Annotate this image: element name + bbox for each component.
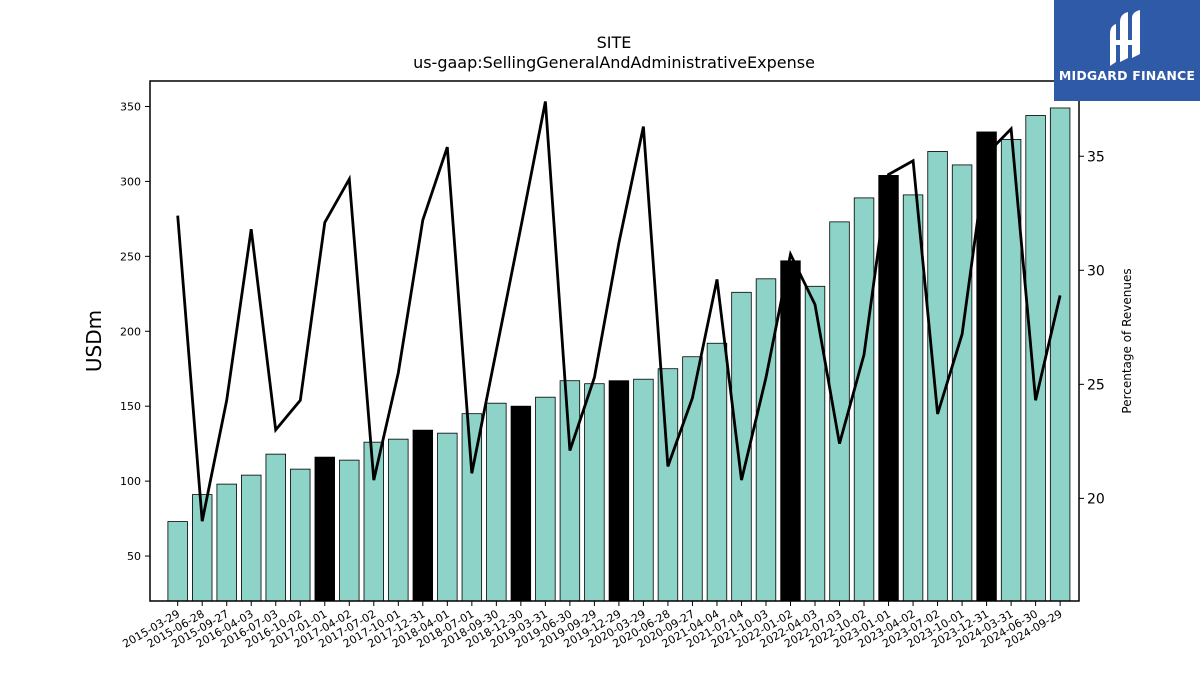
y2-tick-label: 20 — [1087, 491, 1105, 507]
brand-logo-box: MIDGARD FINANCE — [1054, 0, 1200, 101]
plot-frame — [149, 80, 1080, 602]
mf-monogram-icon — [1110, 10, 1140, 66]
y2-tick-label: 35 — [1087, 149, 1105, 165]
bar — [706, 342, 728, 602]
bar — [780, 260, 801, 602]
chart-title: SITE — [597, 33, 632, 52]
bar — [339, 459, 360, 602]
y2-tick-label: 25 — [1087, 377, 1105, 393]
y-axis: 50 100 150 200 250 300 350 — [120, 100, 150, 563]
chart-subtitle: us-gaap:SellingGeneralAndAdministrativeE… — [413, 53, 815, 72]
line-series — [176, 101, 1062, 522]
brand-name: MIDGARD FINANCE — [1058, 68, 1196, 83]
bar — [878, 175, 899, 602]
bar — [633, 378, 654, 602]
y-axis-label: USDm — [82, 310, 106, 372]
bar-series — [167, 107, 1071, 602]
bar — [486, 402, 507, 602]
bar — [535, 396, 556, 602]
bar — [804, 285, 826, 602]
y-tick-label: 350 — [120, 100, 141, 113]
bar — [167, 521, 188, 602]
bar — [412, 429, 434, 602]
y-tick-label: 200 — [120, 325, 141, 338]
bar — [510, 405, 532, 602]
bar — [902, 194, 924, 602]
bar — [657, 368, 679, 602]
bar — [951, 164, 973, 602]
y-tick-label: 300 — [120, 175, 141, 188]
y2-axis-label: Percentage of Revenues — [1120, 268, 1134, 413]
bar — [608, 380, 630, 602]
bar — [853, 197, 875, 602]
x-axis: 2015-03-292015-06-282015-09-272016-04-03… — [120, 601, 1065, 651]
series-line — [176, 101, 1062, 522]
bar — [1025, 115, 1046, 602]
bar — [927, 151, 948, 602]
bar — [314, 456, 335, 602]
bar — [265, 453, 286, 602]
y-tick-label: 150 — [120, 400, 141, 413]
y2-axis: 20 25 30 35 — [1079, 149, 1105, 507]
bar — [437, 432, 458, 602]
y2-tick-label: 30 — [1087, 263, 1105, 279]
y-tick-label: 50 — [127, 550, 141, 563]
bar — [1049, 107, 1071, 602]
bar — [241, 474, 262, 602]
y-tick-label: 250 — [120, 250, 141, 263]
bar — [216, 483, 237, 602]
bar — [388, 438, 409, 602]
bar — [559, 380, 581, 602]
bar — [755, 278, 777, 602]
bar — [584, 383, 605, 602]
bar — [290, 468, 311, 602]
y-tick-label: 100 — [120, 475, 141, 488]
